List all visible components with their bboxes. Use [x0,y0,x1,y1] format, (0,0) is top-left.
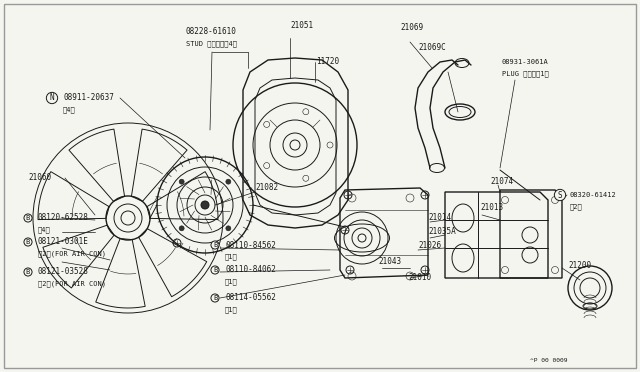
Circle shape [226,179,231,184]
Text: （4）: （4） [38,227,51,233]
Text: （2）(FOR AIR CON): （2）(FOR AIR CON) [38,281,106,287]
Text: STUD スタッド（4）: STUD スタッド（4） [186,41,237,47]
Text: 08120-62528: 08120-62528 [38,214,89,222]
Circle shape [179,179,184,184]
Text: S: S [557,190,563,199]
Text: 21082: 21082 [255,183,278,192]
Text: 21060: 21060 [28,173,51,183]
Text: B: B [26,215,30,221]
Text: 21013: 21013 [480,203,503,212]
Text: 08110-84562: 08110-84562 [225,241,276,250]
Text: 08228-61610: 08228-61610 [186,28,237,36]
Text: 21069: 21069 [400,23,423,32]
Text: 08121-03528: 08121-03528 [38,267,89,276]
Text: （2）(FOR AIR CON): （2）(FOR AIR CON) [38,251,106,257]
Text: B: B [213,267,217,273]
Text: （4）: （4） [63,107,76,113]
Circle shape [179,226,184,231]
Text: N: N [50,93,54,103]
Text: B: B [26,269,30,275]
Text: 11720: 11720 [316,58,339,67]
Text: 21014: 21014 [428,214,451,222]
Text: 21026: 21026 [418,241,441,250]
Text: 08931-3061A: 08931-3061A [502,59,548,65]
Text: 08320-61412: 08320-61412 [570,192,617,198]
Text: PLUG プラグ（1）: PLUG プラグ（1） [502,71,548,77]
Text: ^P 00 0009: ^P 00 0009 [530,357,568,362]
Circle shape [201,201,209,209]
Text: 21069C: 21069C [418,44,445,52]
Text: B: B [213,242,217,248]
Text: 21074: 21074 [490,177,513,186]
Text: （1）: （1） [225,307,237,313]
Text: 21043: 21043 [378,257,401,266]
Text: （2）: （2） [570,204,583,210]
Text: 08911-20637: 08911-20637 [63,93,114,103]
Text: B: B [213,295,217,301]
Text: B: B [26,239,30,245]
Text: 21010: 21010 [408,273,431,282]
Text: 21200: 21200 [568,260,591,269]
Circle shape [226,226,231,231]
Text: （1）: （1） [225,254,237,260]
Text: 21051: 21051 [290,20,313,29]
Text: 21035A: 21035A [428,228,456,237]
Text: 08121-0301E: 08121-0301E [38,237,89,247]
Text: 08110-84062: 08110-84062 [225,266,276,275]
Text: （1）: （1） [225,279,237,285]
Text: 08114-05562: 08114-05562 [225,294,276,302]
